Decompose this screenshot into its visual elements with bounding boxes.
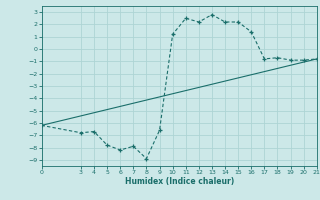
X-axis label: Humidex (Indice chaleur): Humidex (Indice chaleur) (124, 177, 234, 186)
